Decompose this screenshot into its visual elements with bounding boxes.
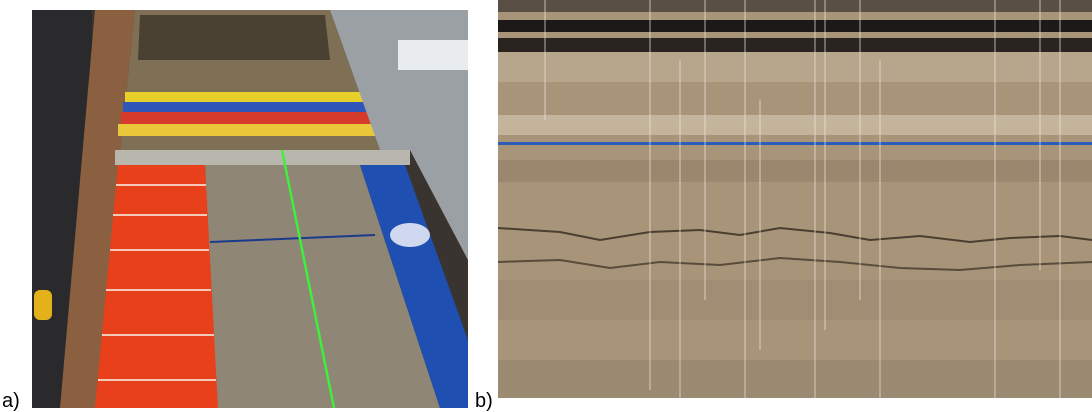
band [498, 115, 1092, 135]
red-blocks [121, 112, 379, 124]
yellow-blocks [125, 92, 370, 102]
water-surface [138, 15, 330, 60]
figure: a) b) [0, 0, 1092, 412]
yellow-blocks-lower [118, 124, 386, 136]
band [498, 38, 1092, 52]
weir [115, 150, 410, 165]
figure-art [0, 0, 1092, 412]
bracket [398, 40, 468, 70]
foam [390, 223, 430, 247]
blue-blocks [123, 102, 373, 112]
band [498, 160, 1092, 182]
band [498, 280, 1092, 320]
panel-label: a) [2, 390, 20, 412]
panel-label: b) [475, 390, 493, 412]
yellow-pipe [34, 290, 52, 320]
photo-b [498, 0, 1092, 398]
band [498, 0, 1092, 12]
band [498, 20, 1092, 32]
blue-line [498, 142, 1092, 145]
band [498, 360, 1092, 398]
band [498, 52, 1092, 82]
photo-a [32, 10, 468, 408]
